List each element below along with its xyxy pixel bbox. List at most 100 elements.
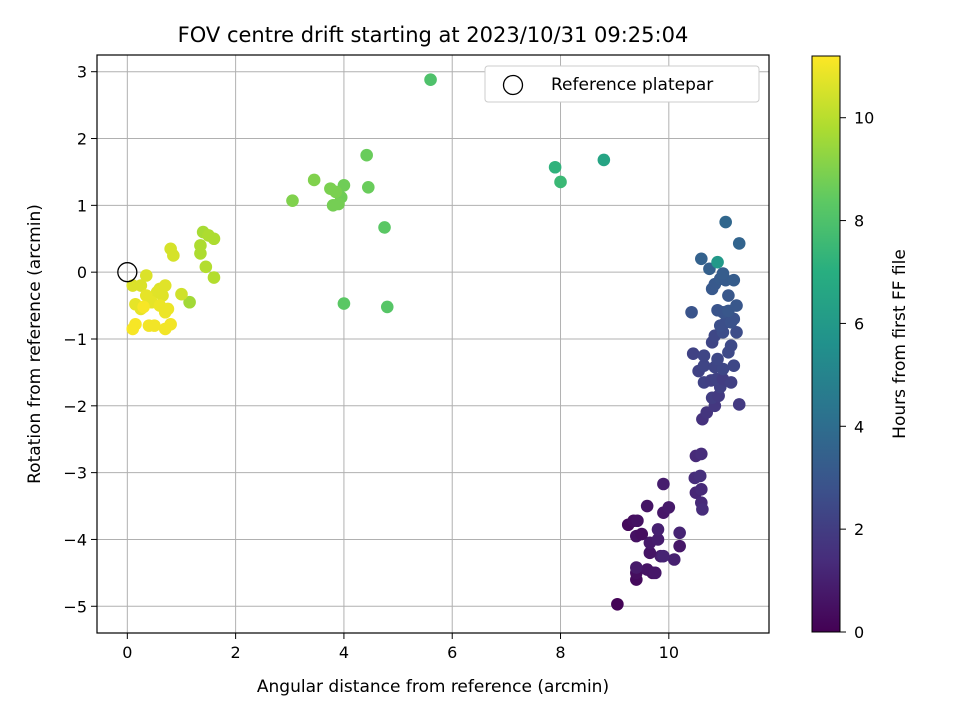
reference-point bbox=[117, 262, 138, 283]
reference-marker bbox=[117, 262, 138, 283]
data-point bbox=[548, 160, 562, 174]
data-point bbox=[378, 221, 391, 234]
data-point bbox=[727, 273, 741, 287]
data-point bbox=[716, 267, 730, 280]
data-point bbox=[337, 297, 351, 310]
x-tick-label: 8 bbox=[555, 643, 565, 662]
data-point bbox=[158, 279, 172, 292]
data-point bbox=[199, 260, 213, 274]
data-point bbox=[724, 376, 738, 389]
data-point bbox=[360, 148, 373, 162]
data-point bbox=[635, 527, 649, 541]
data-point bbox=[719, 215, 732, 229]
data-point bbox=[631, 514, 644, 528]
data-point bbox=[424, 73, 437, 87]
colorbar-label: Hours from first FF file bbox=[890, 249, 910, 439]
grid bbox=[97, 55, 769, 633]
data-point bbox=[695, 252, 708, 266]
data-point bbox=[651, 533, 665, 546]
data-point bbox=[156, 289, 169, 302]
y-tick-label: 3 bbox=[77, 63, 87, 82]
data-point bbox=[711, 255, 724, 269]
data-point bbox=[685, 305, 698, 319]
data-point bbox=[164, 317, 177, 331]
y-tick-label: −3 bbox=[63, 464, 87, 483]
data-point bbox=[158, 305, 172, 319]
data-point bbox=[673, 526, 686, 540]
data-point bbox=[695, 447, 708, 461]
plot-frame bbox=[96, 54, 770, 634]
data-point bbox=[730, 299, 743, 312]
y-axis: 3 2 1 0 −1 −2 −3 −4 −5 bbox=[63, 63, 97, 616]
data-point bbox=[194, 239, 207, 252]
data-point bbox=[286, 194, 299, 207]
data-point bbox=[648, 566, 662, 580]
colorbar-tick-label: 8 bbox=[854, 212, 864, 231]
x-axis-label: Angular distance from reference (arcmin) bbox=[257, 677, 609, 697]
data-point bbox=[597, 153, 611, 167]
data-point bbox=[134, 279, 148, 292]
data-point bbox=[126, 322, 140, 336]
data-point bbox=[657, 477, 670, 491]
data-point bbox=[324, 182, 337, 195]
data-point bbox=[307, 173, 321, 187]
y-tick-label: −2 bbox=[63, 397, 87, 416]
legend-box bbox=[484, 65, 760, 103]
data-point bbox=[662, 501, 676, 514]
data-point bbox=[727, 359, 741, 373]
data-point bbox=[697, 359, 711, 373]
colorbar-tick-label: 6 bbox=[854, 314, 864, 333]
data-point bbox=[695, 483, 708, 496]
data-point bbox=[643, 546, 657, 560]
data-point bbox=[724, 339, 738, 352]
legend-label: Reference platepar bbox=[551, 75, 713, 95]
data-point bbox=[207, 271, 221, 284]
data-point bbox=[657, 549, 670, 563]
data-point bbox=[361, 181, 375, 194]
points bbox=[126, 73, 746, 611]
legend-marker bbox=[502, 74, 524, 96]
data-point bbox=[673, 539, 686, 553]
colorbar: 0 2 4 6 8 10 Hours from first FF file bbox=[811, 55, 910, 642]
data-point bbox=[686, 347, 700, 360]
colorbar-tick-label: 4 bbox=[854, 417, 864, 436]
x-tick-label: 4 bbox=[339, 643, 349, 662]
y-tick-label: −5 bbox=[63, 597, 87, 616]
colorbar-tick-label: 10 bbox=[854, 109, 874, 128]
colorbar-tick-label: 2 bbox=[854, 520, 864, 539]
data-point bbox=[207, 232, 221, 246]
y-tick-label: −1 bbox=[63, 330, 87, 349]
data-point bbox=[326, 199, 340, 212]
x-tick-label: 0 bbox=[122, 643, 132, 662]
chart-title: FOV centre drift starting at 2023/10/31 … bbox=[178, 23, 689, 47]
data-point bbox=[630, 561, 643, 574]
data-point bbox=[183, 295, 196, 309]
data-point bbox=[693, 469, 707, 483]
data-point bbox=[651, 523, 665, 536]
data-point bbox=[148, 319, 161, 332]
data-point bbox=[732, 398, 746, 411]
y-axis-label: Rotation from reference (arcmin) bbox=[25, 204, 45, 484]
data-point bbox=[667, 553, 681, 566]
y-tick-label: −4 bbox=[63, 530, 87, 549]
legend: Reference platepar bbox=[484, 65, 760, 103]
colorbar-gradient bbox=[811, 55, 841, 633]
colorbar-tick-label: 0 bbox=[854, 623, 864, 642]
data-point bbox=[175, 287, 188, 301]
data-point bbox=[722, 289, 735, 302]
data-point bbox=[730, 326, 743, 339]
data-point bbox=[167, 249, 180, 262]
data-point bbox=[137, 300, 150, 314]
data-point bbox=[640, 499, 654, 513]
x-axis: 0 2 4 6 8 10 bbox=[122, 633, 679, 662]
y-tick-label: 0 bbox=[77, 263, 87, 282]
data-point bbox=[611, 597, 624, 611]
data-point bbox=[716, 362, 730, 376]
data-point bbox=[711, 352, 724, 366]
data-point bbox=[696, 503, 709, 516]
data-point bbox=[554, 175, 567, 189]
x-tick-label: 10 bbox=[659, 643, 679, 662]
colorbar-ticks: 0 2 4 6 8 10 bbox=[840, 109, 874, 642]
y-tick-label: 1 bbox=[77, 196, 87, 215]
